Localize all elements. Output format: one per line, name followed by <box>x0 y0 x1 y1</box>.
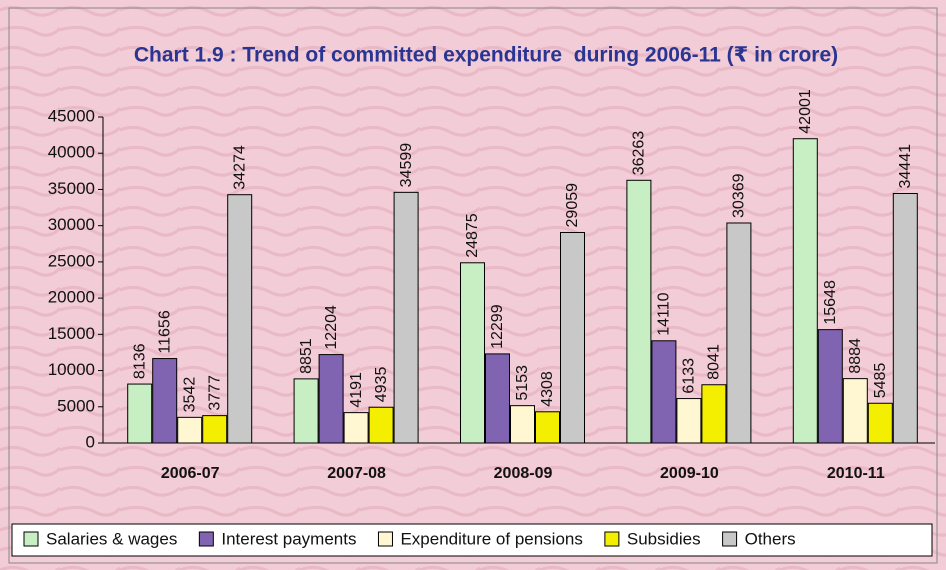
value-label: 8041 <box>706 344 723 380</box>
bar <box>485 353 510 444</box>
y-tick-label: 45000 <box>48 106 95 125</box>
y-tick-label: 35000 <box>48 179 95 198</box>
value-label: 34274 <box>231 145 248 190</box>
value-label: 12299 <box>489 304 506 349</box>
y-tick-label: 10000 <box>48 360 95 379</box>
bar <box>460 262 485 444</box>
y-tick-label: 15000 <box>48 324 95 343</box>
x-tick-label: 2008-09 <box>494 465 553 482</box>
legend-swatch <box>377 531 393 547</box>
bar <box>817 329 843 444</box>
value-label: 30369 <box>731 173 748 218</box>
legend-swatch <box>722 531 738 547</box>
bar <box>842 378 868 444</box>
value-label: 8884 <box>847 338 864 374</box>
bar <box>651 340 677 444</box>
value-label: 12204 <box>323 305 340 350</box>
bar <box>152 358 178 444</box>
bar <box>701 384 727 444</box>
x-tick-label: 2009-10 <box>660 465 719 482</box>
bar <box>293 378 319 444</box>
value-label: 34599 <box>398 143 415 188</box>
y-tick-label: 5000 <box>57 396 95 415</box>
value-label: 4308 <box>539 371 556 407</box>
frame <box>8 7 938 564</box>
bar <box>127 383 153 444</box>
chart-title: Chart 1.9 : Trend of committed expenditu… <box>134 44 838 67</box>
value-label: 4191 <box>348 372 365 408</box>
y-tick-label: 0 <box>86 432 95 451</box>
value-label: 15648 <box>822 280 839 325</box>
bar <box>535 411 560 444</box>
bar <box>393 191 419 444</box>
bar <box>177 416 203 444</box>
legend-swatch <box>198 531 214 547</box>
value-label: 5485 <box>872 363 889 399</box>
legend <box>11 523 933 557</box>
value-label: 34441 <box>897 144 914 189</box>
bar <box>227 194 253 444</box>
legend-label: Expenditure of pensions <box>400 529 582 548</box>
value-label: 4935 <box>373 367 390 403</box>
value-label: 8851 <box>298 338 315 374</box>
value-label: 3542 <box>181 377 198 413</box>
value-label: 42001 <box>797 89 814 134</box>
legend-label: Interest payments <box>221 529 356 548</box>
x-tick-label: 2010-11 <box>827 465 885 482</box>
bar <box>202 415 228 444</box>
value-label: 11656 <box>156 310 173 353</box>
value-label: 8136 <box>131 343 148 379</box>
bar <box>560 231 585 444</box>
y-tick-label: 20000 <box>48 288 95 307</box>
y-tick-label: 30000 <box>48 215 95 234</box>
legend-swatch <box>23 531 39 547</box>
value-label: 29059 <box>564 183 581 228</box>
x-tick-label: 2006-07 <box>161 465 220 482</box>
legend-swatch <box>604 531 620 547</box>
bar <box>892 192 918 444</box>
y-tick-label: 25000 <box>48 251 95 270</box>
bar <box>676 398 702 444</box>
legend-label: Subsidies <box>627 529 701 548</box>
legend-label: Others <box>745 529 796 548</box>
bar <box>867 402 893 444</box>
bar <box>343 412 369 444</box>
x-tick-label: 2007-08 <box>327 465 386 482</box>
value-label: 6133 <box>681 358 698 394</box>
value-label: 3777 <box>206 375 223 411</box>
value-label: 24875 <box>464 213 481 258</box>
bar <box>318 354 344 444</box>
y-tick-label: 40000 <box>48 143 95 162</box>
bar <box>792 138 818 444</box>
bar <box>368 406 394 444</box>
legend-label: Salaries & wages <box>46 529 177 548</box>
value-label: 5153 <box>514 365 531 401</box>
bar <box>726 222 752 444</box>
bar <box>626 179 652 444</box>
value-label: 36263 <box>631 131 648 176</box>
bar <box>510 405 535 444</box>
value-label: 14110 <box>656 292 673 335</box>
